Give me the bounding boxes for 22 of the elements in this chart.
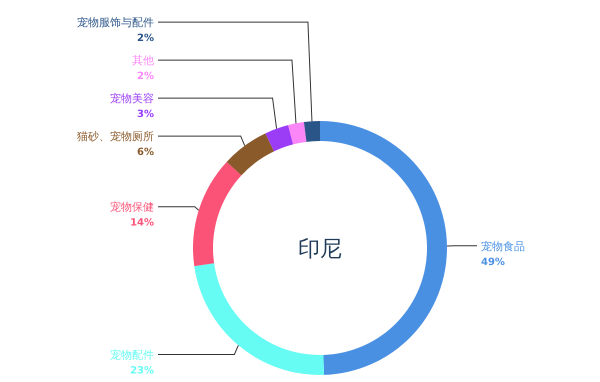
slice-label: 猫砂、宠物厕所: [77, 130, 154, 144]
donut-slice: [320, 121, 447, 375]
data-label: 49%: [481, 256, 505, 268]
data-label: 14%: [130, 218, 154, 229]
donut-slice: [304, 121, 320, 142]
data-label: 23%: [130, 365, 154, 376]
data-label: 3%: [137, 109, 154, 120]
donut-slice: [193, 162, 242, 266]
donut-slice: [226, 133, 274, 176]
slice-label: 宠物保健: [110, 200, 154, 214]
donut-slice: [265, 125, 294, 152]
data-label: 2%: [137, 71, 154, 82]
data-label: 2%: [137, 33, 154, 44]
slice-label: 宠物服饰与配件: [77, 16, 154, 30]
data-label: 6%: [137, 147, 154, 158]
text: 印尼: [298, 237, 342, 262]
slice-label: 其他: [132, 54, 154, 68]
donut-slice: [194, 263, 324, 375]
slice-label: 宠物食品: [481, 240, 525, 253]
slice-label: 宠物美容: [110, 92, 154, 106]
slice-label: 宠物配件: [110, 348, 154, 362]
donut-slice: [288, 122, 306, 144]
